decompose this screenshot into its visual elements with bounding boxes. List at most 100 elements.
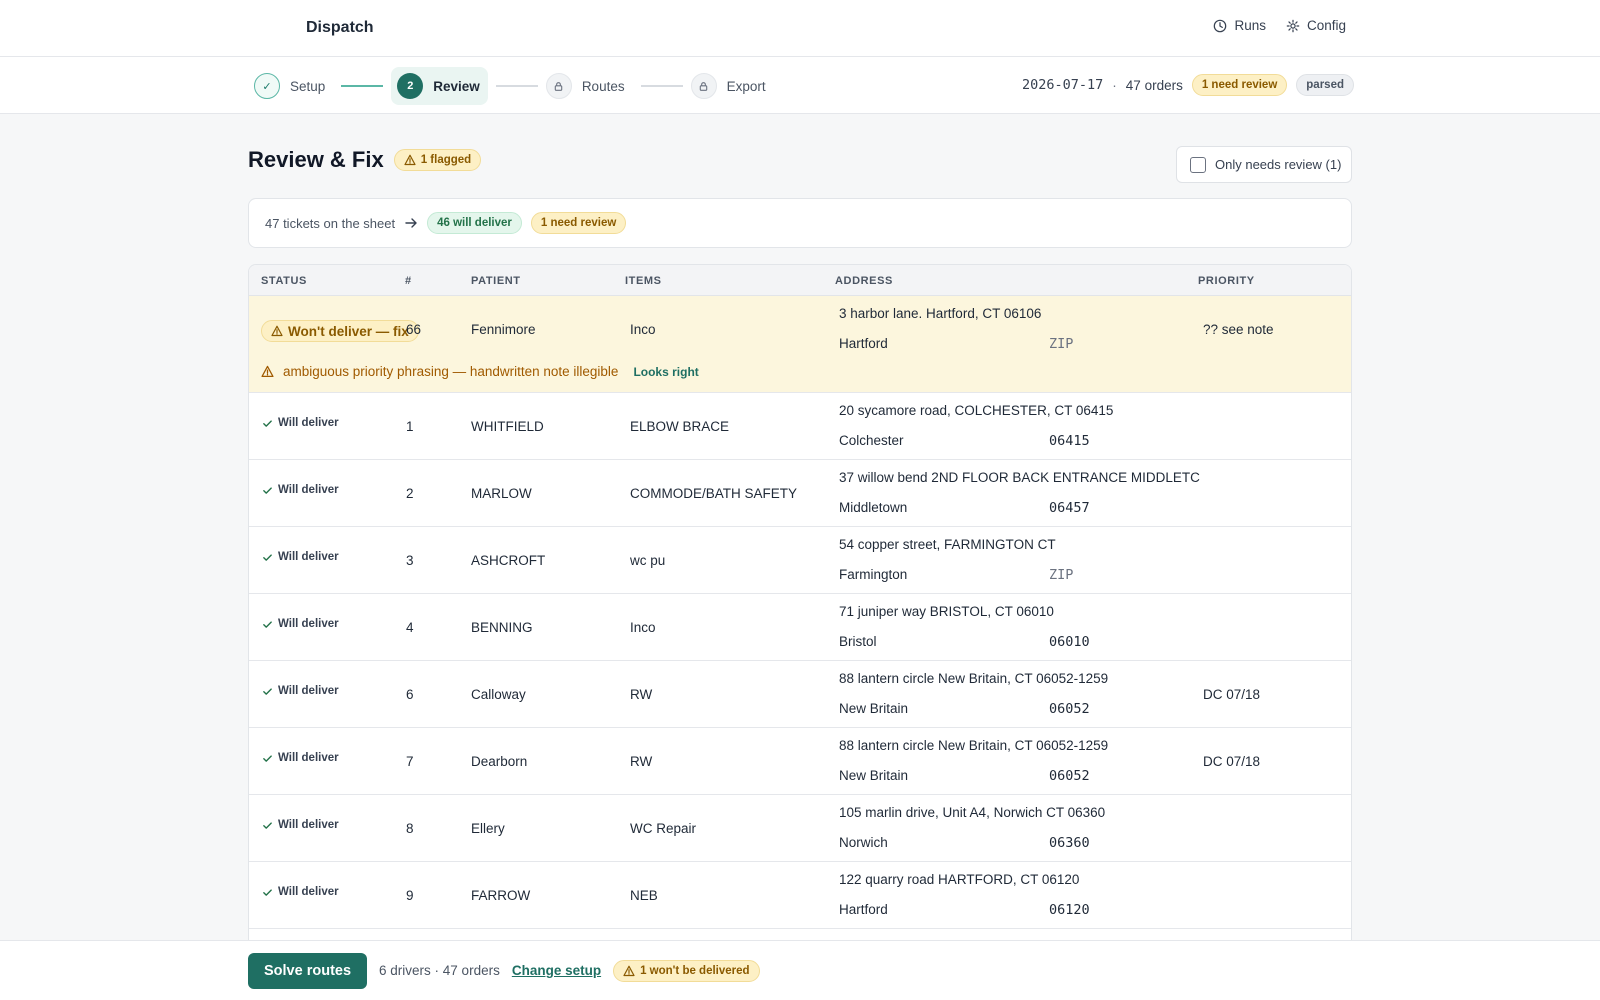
address-line[interactable]: 71 juniper way BRISTOL, CT 06010 (839, 604, 1054, 619)
items-value[interactable]: NEB (630, 888, 658, 903)
status-badge-wont-deliver[interactable]: Won't deliver — fix (261, 320, 419, 342)
top-header: Dispatch Runs Config (0, 0, 1600, 57)
priority-value[interactable]: DC 07/18 (1203, 754, 1261, 769)
address-city[interactable]: Norwich (839, 835, 888, 850)
priority-value[interactable]: ?? see note (1203, 322, 1274, 337)
order-number: 66 (406, 322, 422, 337)
patient-name: MARLOW (471, 486, 532, 501)
address-zip[interactable]: 06052 (1049, 768, 1090, 784)
items-value[interactable]: Inco (630, 620, 656, 635)
nav-runs-label: Runs (1234, 18, 1266, 33)
items-value[interactable]: ELBOW BRACE (630, 419, 730, 434)
flagged-badge: 1 flagged (393, 149, 482, 171)
order-number: 8 (406, 821, 414, 836)
address-zip[interactable]: 06010 (1049, 634, 1090, 650)
check-icon (263, 620, 272, 628)
check-icon (263, 821, 272, 829)
address-city[interactable]: Middletown (839, 500, 908, 515)
status-will-deliver[interactable]: Will deliver (262, 685, 339, 697)
table-row[interactable]: Will deliver 9 FARROW NEB 122 quarry road HA… (249, 862, 1351, 929)
status-text: Will deliver (278, 484, 339, 496)
order-number: 9 (406, 888, 414, 903)
order-number: 6 (406, 687, 414, 702)
priority-value[interactable]: DC 07/18 (1203, 687, 1261, 702)
address-line[interactable]: 122 quarry road HARTFORD, CT 06120 (839, 872, 1080, 887)
address-city[interactable]: Hartford (839, 336, 888, 351)
address-city[interactable]: Hartford (839, 902, 888, 917)
items-value[interactable]: wc pu (630, 553, 666, 568)
step-review[interactable]: 2 Review (391, 67, 488, 105)
address-zip[interactable]: ZIP (1049, 567, 1074, 583)
step-setup[interactable]: ✓ Setup (254, 67, 333, 105)
table-row[interactable]: Will deliver 2 MARLOW COMMODE/BATH SAFETY 37… (249, 460, 1351, 527)
status-will-deliver[interactable]: Will deliver (262, 752, 339, 764)
col-status: STATUS (261, 275, 307, 287)
flagged-badge-label: 1 flagged (420, 154, 472, 166)
check-icon (263, 486, 272, 494)
page-title: Review & Fix 1 flagged (248, 147, 482, 173)
status-will-deliver[interactable]: Will deliver (262, 484, 339, 496)
needs-review-checkbox[interactable] (1190, 156, 1206, 173)
warning-icon (404, 154, 416, 166)
address-zip[interactable]: 06457 (1049, 500, 1090, 516)
address-line[interactable]: 88 lantern circle New Britain, CT 06052-… (839, 671, 1109, 686)
address-zip[interactable]: ZIP (1049, 336, 1074, 352)
step-connector (640, 85, 683, 87)
summary-bar: 47 tickets on the sheet 46 will deliver … (248, 198, 1352, 248)
items-value[interactable]: WC Repair (630, 821, 697, 836)
check-icon (263, 687, 272, 695)
address-line[interactable]: 3 harbor lane. Hartford, CT 06106 (839, 306, 1042, 321)
nav-config[interactable]: Config (1286, 18, 1346, 33)
address-line[interactable]: 54 copper street, FARMINGTON CT (839, 537, 1056, 552)
step-connector (495, 85, 538, 87)
address-zip[interactable]: 06120 (1049, 902, 1090, 918)
address-city[interactable]: Colchester (839, 433, 904, 448)
table-row[interactable]: Will deliver 7 Dearborn RW 88 lantern circle… (249, 728, 1351, 795)
address-city[interactable]: Bristol (839, 634, 877, 649)
table-row[interactable]: Will deliver 6 Calloway RW 88 lantern circle… (249, 661, 1351, 728)
address-city[interactable]: Farmington (839, 567, 908, 582)
order-number: 1 (406, 419, 414, 434)
items-value[interactable]: Inco (630, 322, 656, 337)
items-value[interactable]: RW (630, 754, 653, 769)
table-row[interactable]: Will deliver 3 ASHCROFT wc pu 54 copper stre… (249, 527, 1351, 594)
status-will-deliver[interactable]: Will deliver (262, 819, 339, 831)
status-will-deliver[interactable]: Will deliver (262, 618, 339, 630)
address-city[interactable]: New Britain (839, 701, 909, 716)
patient-name: Calloway (471, 687, 526, 702)
nav-runs[interactable]: Runs (1213, 18, 1266, 33)
status-text: Will deliver (278, 886, 339, 898)
undelivered-badge-label: 1 won't be delivered (640, 964, 750, 977)
table-row-flagged[interactable]: Won't deliver — fix 66 Fennimore Inco 3 … (249, 296, 1351, 393)
status-will-deliver[interactable]: Will deliver (262, 417, 339, 429)
table-row[interactable]: Will deliver 4 BENNING Inco 71 juniper way B… (249, 594, 1351, 661)
address-zip[interactable]: 06052 (1049, 701, 1090, 717)
table-row[interactable]: Will deliver 8 Ellery WC Repair 105 marlin d… (249, 795, 1351, 862)
step-routes: Routes (545, 67, 633, 105)
address-line[interactable]: 20 sycamore road, COLCHESTER, CT 06415 (839, 403, 1114, 418)
needs-review-filter[interactable]: Only needs review (1) (1176, 146, 1352, 183)
change-setup-link[interactable]: Change setup (511, 963, 602, 978)
run-meta: 2026-07-17 · 47 orders 1 need review par… (1022, 74, 1354, 96)
address-city[interactable]: New Britain (839, 768, 909, 783)
solve-routes-button[interactable]: Solve routes (248, 952, 368, 989)
address-line[interactable]: 37 willow bend 2ND FLOOR BACK ENTRANCE M… (839, 470, 1200, 485)
table-row[interactable]: Will deliver 1 WHITFIELD ELBOW BRACE 20 syca… (249, 393, 1351, 460)
patient-name: Ellery (471, 821, 505, 836)
status-will-deliver[interactable]: Will deliver (262, 886, 339, 898)
status-will-deliver[interactable]: Will deliver (262, 551, 339, 563)
check-icon (263, 754, 272, 762)
step-review-label: Review (433, 78, 480, 94)
looks-right-button[interactable]: Looks right (633, 364, 699, 379)
address-zip[interactable]: 06360 (1049, 835, 1090, 851)
items-value[interactable]: RW (630, 687, 653, 702)
items-value[interactable]: COMMODE/BATH SAFETY (630, 486, 798, 501)
address-line[interactable]: 88 lantern circle New Britain, CT 06052-… (839, 738, 1109, 753)
patient-name: WHITFIELD (471, 419, 544, 434)
will-deliver-badge: 46 will deliver (427, 212, 522, 234)
step-connector (341, 85, 384, 87)
parsed-badge: parsed (1296, 74, 1354, 96)
address-zip[interactable]: 06415 (1049, 433, 1090, 449)
check-icon (263, 888, 272, 896)
address-line[interactable]: 105 marlin drive, Unit A4, Norwich CT 06… (839, 805, 1106, 820)
